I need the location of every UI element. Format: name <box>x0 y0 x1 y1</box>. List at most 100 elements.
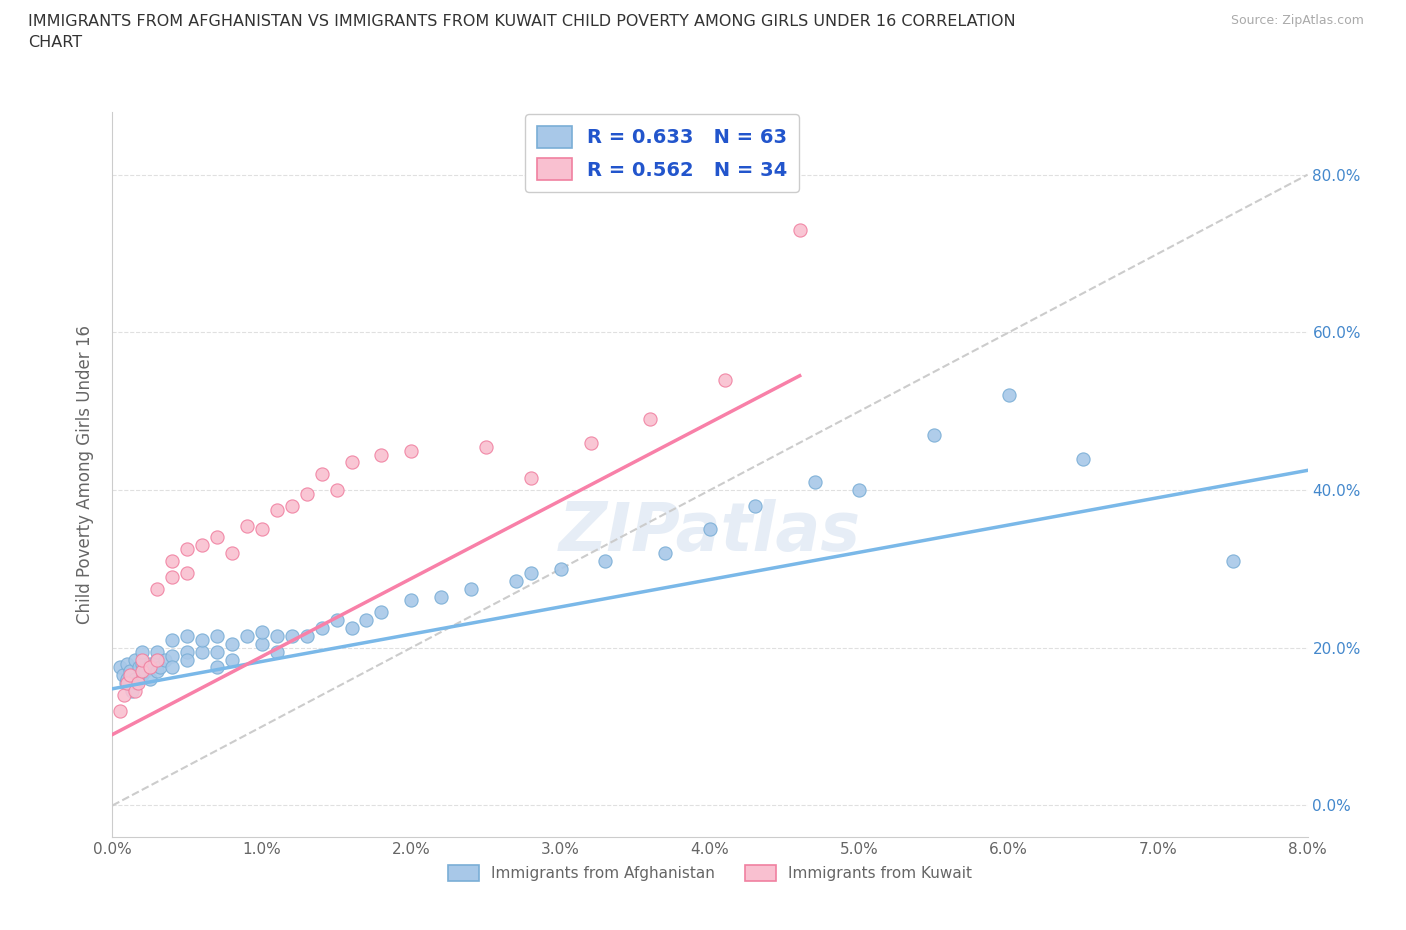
Text: Source: ZipAtlas.com: Source: ZipAtlas.com <box>1230 14 1364 27</box>
Point <box>221 636 243 651</box>
Point <box>205 660 228 675</box>
Point <box>120 668 142 683</box>
Point <box>266 644 288 659</box>
Point <box>803 474 825 489</box>
Point <box>1073 451 1095 466</box>
Point <box>311 620 333 635</box>
Point <box>266 629 288 644</box>
Point <box>134 664 156 679</box>
Text: ZIPatlas: ZIPatlas <box>560 499 860 565</box>
Point <box>550 562 572 577</box>
Point <box>176 644 198 659</box>
Point <box>139 660 162 675</box>
Point <box>789 222 811 237</box>
Point <box>250 625 273 640</box>
Point <box>340 620 363 635</box>
Point <box>114 687 135 702</box>
Point <box>460 581 482 596</box>
Point <box>139 656 162 671</box>
Point <box>340 455 363 470</box>
Legend: Immigrants from Afghanistan, Immigrants from Kuwait: Immigrants from Afghanistan, Immigrants … <box>441 859 979 887</box>
Point <box>744 498 766 513</box>
Point <box>205 644 228 659</box>
Point <box>370 447 392 462</box>
Point <box>281 498 304 513</box>
Point <box>370 604 392 619</box>
Point <box>162 569 183 584</box>
Point <box>124 684 146 698</box>
Point <box>266 502 288 517</box>
Point <box>640 412 662 427</box>
Point <box>125 676 148 691</box>
Point <box>221 652 243 667</box>
Point <box>162 648 183 663</box>
Point <box>295 629 318 644</box>
Point <box>111 668 134 683</box>
Point <box>176 542 198 557</box>
Point <box>430 589 453 604</box>
Point <box>401 593 423 608</box>
Point <box>131 668 153 683</box>
Point <box>714 372 737 387</box>
Point <box>124 671 146 686</box>
Point <box>176 629 198 644</box>
Point <box>115 676 138 691</box>
Point <box>162 660 183 675</box>
Point <box>176 565 198 580</box>
Point <box>221 546 243 561</box>
Point <box>131 644 153 659</box>
Point <box>311 467 333 482</box>
Point <box>922 428 945 443</box>
Point <box>162 553 183 568</box>
Point <box>117 656 139 671</box>
Point <box>1222 553 1244 568</box>
Point <box>124 652 146 667</box>
Point <box>108 703 131 718</box>
Point <box>131 656 153 671</box>
Point <box>401 444 423 458</box>
Point <box>121 684 143 698</box>
Point <box>250 636 273 651</box>
Point <box>295 486 318 501</box>
Point <box>191 538 214 552</box>
Point <box>236 629 259 644</box>
Point <box>475 439 498 454</box>
Point <box>325 613 347 628</box>
Point <box>205 629 228 644</box>
Point <box>205 530 228 545</box>
Point <box>117 676 139 691</box>
Y-axis label: Child Poverty Among Girls Under 16: Child Poverty Among Girls Under 16 <box>76 325 94 624</box>
Point <box>146 652 169 667</box>
Point <box>120 664 142 679</box>
Point <box>520 565 543 580</box>
Point <box>127 676 149 691</box>
Point <box>117 671 139 686</box>
Point <box>128 660 150 675</box>
Point <box>281 629 304 644</box>
Point <box>149 660 172 675</box>
Point <box>595 553 617 568</box>
Point <box>356 613 378 628</box>
Point <box>520 471 543 485</box>
Point <box>325 483 347 498</box>
Point <box>162 632 183 647</box>
Point <box>153 652 176 667</box>
Point <box>191 644 214 659</box>
Point <box>176 652 198 667</box>
Point <box>146 664 169 679</box>
Point <box>191 632 214 647</box>
Point <box>146 652 169 667</box>
Point <box>131 664 153 679</box>
Point <box>505 573 527 588</box>
Point <box>108 660 131 675</box>
Point <box>579 435 602 450</box>
Point <box>848 483 870 498</box>
Point <box>236 518 259 533</box>
Point <box>146 581 169 596</box>
Point <box>131 652 153 667</box>
Point <box>998 388 1021 403</box>
Point <box>699 522 721 537</box>
Point <box>250 522 273 537</box>
Point <box>654 546 676 561</box>
Text: IMMIGRANTS FROM AFGHANISTAN VS IMMIGRANTS FROM KUWAIT CHILD POVERTY AMONG GIRLS : IMMIGRANTS FROM AFGHANISTAN VS IMMIGRANT… <box>28 14 1015 50</box>
